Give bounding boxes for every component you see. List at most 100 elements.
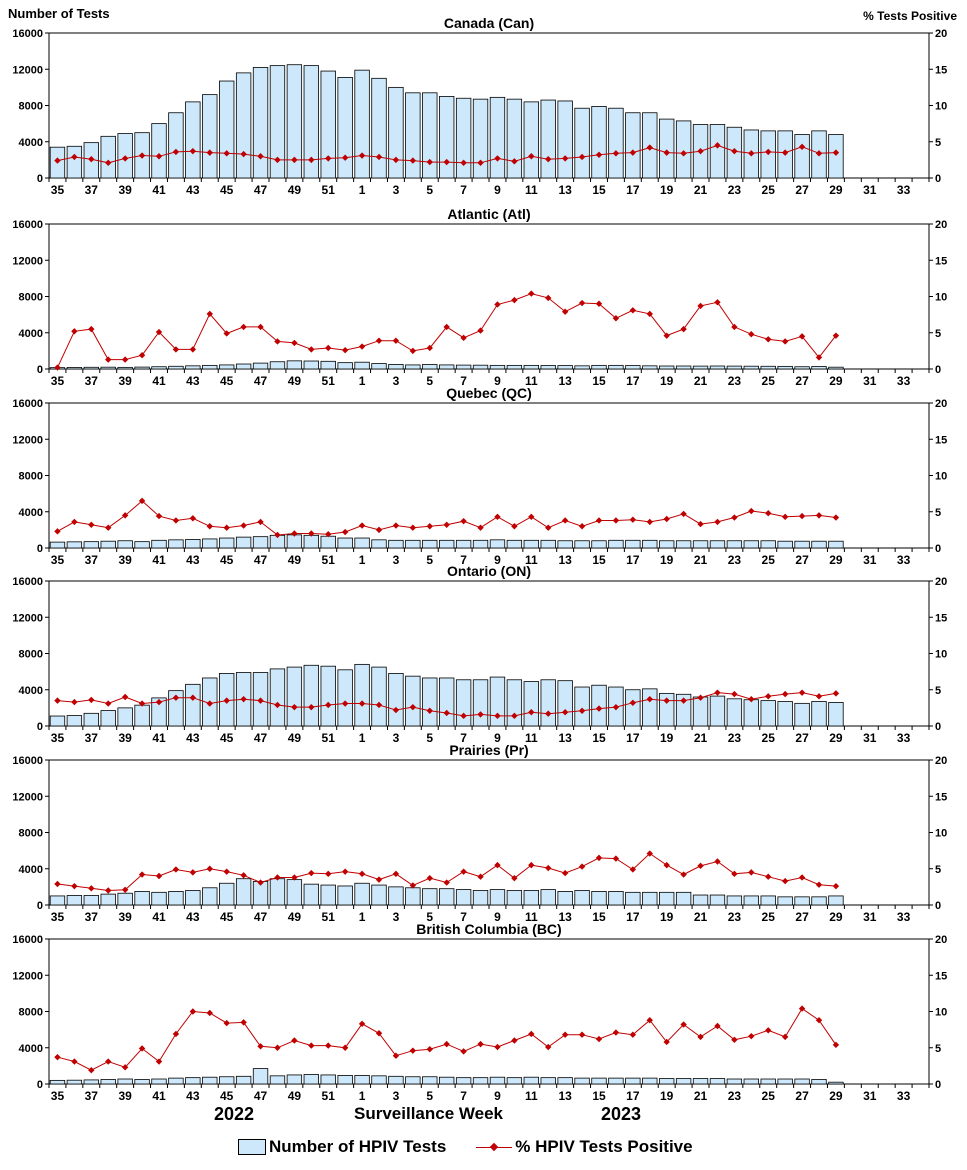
panel-3-point-wk-12: [545, 710, 552, 717]
panel-4-bar-wk-22: [709, 894, 726, 906]
panel-1-point-wk-48: [274, 338, 281, 345]
panel-0-point-wk-21: [697, 147, 704, 155]
panel-3-x-tick-label: 43: [186, 731, 200, 745]
panel-0-bar-wk-11: [523, 101, 539, 179]
panel-1-x-tick-label: 17: [626, 374, 640, 388]
panel-1-bar-wk-36: [66, 367, 83, 370]
panel-0-bar-wk-4: [405, 92, 421, 179]
panel-4-x-tick-label: 25: [762, 910, 776, 924]
panel-4-left-tick-label: 16000: [12, 755, 43, 767]
panel-4-point-wk-40: [138, 871, 146, 878]
panel-1-point-wk-39: [121, 356, 129, 363]
panel-3-point-wk-18: [646, 695, 653, 703]
panel-3-bar-wk-3: [388, 673, 404, 727]
panel-4-bar-wk-18: [642, 891, 658, 906]
panel-5-point-wk-25: [765, 1027, 772, 1034]
panel-5-right-tick-label: 0: [935, 1079, 941, 1091]
panel-4-point-wk-42: [172, 866, 180, 873]
panel-2-point-wk-38: [105, 524, 112, 531]
panel-1-point-wk-51: [325, 344, 332, 352]
panel-3-x-tick-label: 7: [460, 731, 467, 745]
panel-4-bar-wk-23: [726, 895, 743, 906]
panel-1-x-tick-label: 11: [525, 374, 538, 388]
panel-1-point-wk-27: [798, 333, 806, 340]
panel-0-point-wk-9: [494, 155, 501, 162]
panel-3-point-wk-46: [240, 695, 247, 703]
panel-1-point-wk-9: [494, 301, 501, 308]
panel-5-bar-wk-8: [472, 1077, 489, 1085]
panel-5-point-wk-5: [426, 1046, 433, 1053]
panel-3-point-wk-3: [392, 706, 400, 714]
panel-4-bar-wk-21: [692, 894, 709, 906]
panel-2-left-tick-label: 8000: [19, 471, 43, 483]
panel-2-bar-wk-13: [557, 540, 573, 549]
panel-4-x-tick-label: 47: [254, 910, 268, 924]
panel-0-point-wk-14: [578, 153, 586, 161]
panel-4-point-wk-1: [358, 870, 366, 878]
panel-2-point-wk-13: [561, 517, 569, 524]
panel-5-x-tick-label: 11: [525, 1089, 538, 1100]
panel-1-bar-wk-13: [557, 365, 573, 370]
panel-5-bar-wk-9: [489, 1076, 506, 1085]
panel-0-chart-title: Canada (Can): [444, 15, 534, 31]
panel-4-point-wk-26: [781, 877, 789, 885]
panel-5-point-wk-13: [561, 1031, 569, 1038]
panel-2-right-tick-label: 15: [935, 434, 947, 446]
panel-5-point-wk-38: [105, 1058, 112, 1065]
panel-2-x-tick-label: 47: [254, 553, 268, 567]
panel-4-point-wk-52: [341, 868, 349, 875]
panel-0-x-tick-label: 1: [359, 183, 366, 197]
panel-1-point-wk-17: [629, 307, 637, 314]
panel-1-point-wk-2: [375, 337, 383, 344]
panel-0-point-wk-15: [595, 151, 603, 158]
panel-1-point-wk-36: [71, 328, 78, 335]
panel-2-point-wk-26: [781, 513, 789, 521]
panel-0-x-tick-label: 9: [494, 183, 501, 197]
panel-1-bar-wk-24: [743, 365, 759, 370]
panel-4-point-wk-28: [815, 881, 823, 888]
panel-0-bar-wk-42: [168, 112, 184, 179]
panel-1-left-tick-label: 16000: [12, 219, 43, 231]
panel-4-point-wk-22: [714, 858, 721, 865]
panel-1-bar-wk-48: [269, 361, 286, 370]
panel-3-x-tick-label: 51: [322, 731, 336, 745]
panel-4-point-wk-51: [325, 870, 332, 878]
panel-0-bar-wk-22: [709, 124, 726, 179]
panel-4-right-tick-label: 10: [935, 828, 947, 840]
panel-4-point-wk-48: [274, 874, 281, 881]
panel-5-point-wk-8: [477, 1040, 484, 1048]
panel-5-percent-positive-line: [57, 1007, 837, 1071]
panel-5-left-tick-label: 4000: [19, 1043, 43, 1055]
panel-5-left-tick-label: 8000: [19, 1007, 43, 1019]
panel-5-x-tick-label: 1: [359, 1089, 366, 1100]
panel-1-point-wk-1: [358, 343, 366, 350]
panel-2-point-wk-11: [528, 513, 535, 521]
panel-2-point-wk-35: [54, 528, 61, 535]
panel-2-point-wk-2: [375, 526, 383, 534]
panel-1-bar-wk-40: [134, 366, 150, 370]
panel-5-x-tick-label: 41: [152, 1089, 166, 1100]
panel-1-bar-wk-20: [675, 365, 692, 370]
panel-0-point-wk-23: [731, 147, 738, 155]
panel-2-left-tick-label: 12000: [12, 434, 43, 446]
panel-5-bar-wk-15: [591, 1077, 607, 1085]
panel-0-x-tick-label: 17: [626, 183, 640, 197]
panel-4-bar-wk-5: [422, 888, 438, 906]
panel-0-bar-wk-15: [591, 106, 607, 179]
panel-1-bar-wk-3: [388, 364, 404, 370]
panel-0-bar-wk-6: [439, 96, 455, 179]
panel-5-point-wk-7: [460, 1048, 467, 1055]
panel-0-bar-wk-49: [286, 64, 303, 179]
panel-4-bar-wk-28: [811, 896, 827, 906]
panel-3-point-wk-43: [189, 694, 197, 701]
panel-3-right-tick-label: 10: [935, 649, 947, 661]
panel-1-x-tick-label: 37: [85, 374, 99, 388]
panel-2-x-tick-label: 41: [152, 553, 166, 567]
panel-5-x-tick-label: 33: [897, 1089, 911, 1100]
panel-4-bar-wk-25: [760, 895, 776, 906]
panel-2-bar-wk-22: [709, 540, 726, 549]
panel-5-plot-frame: [48, 938, 930, 1085]
panel-1-bar-wk-9: [489, 364, 506, 370]
panel-1-point-wk-11: [528, 290, 535, 297]
panel-1-bar-wk-17: [625, 365, 641, 370]
